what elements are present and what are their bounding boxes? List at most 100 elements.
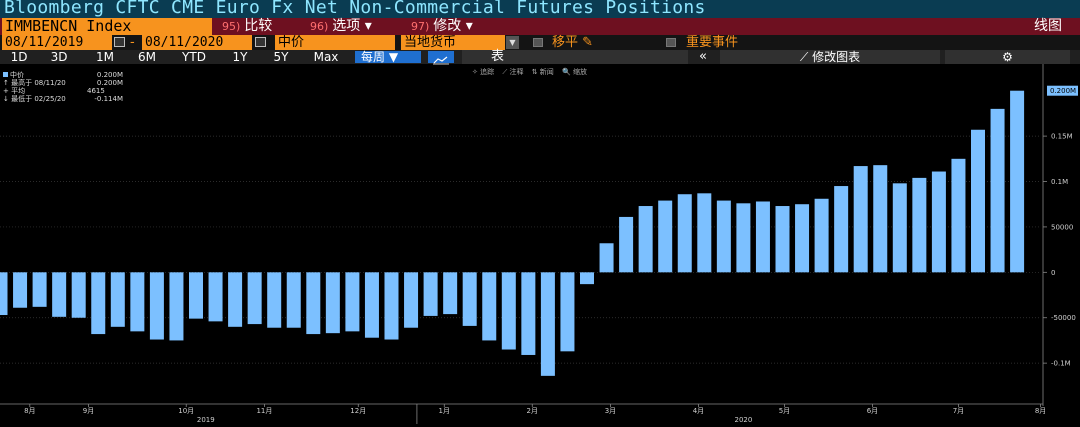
bar[interactable] [853,166,868,273]
bar[interactable] [0,272,8,316]
table-button[interactable]: 表 [462,50,688,64]
period-1m[interactable]: 1M [96,50,114,64]
frequency-select[interactable]: 每周 ▼ [355,51,421,63]
legend-low: ↓ 最低于 02/25/20 -0.114M [3,95,123,103]
x-month-label: 12月 [350,407,366,415]
end-date-input[interactable]: 08/11/2020 [142,35,252,50]
period-6m[interactable]: 6M [138,50,156,64]
legend-avg-label: + 平均 [3,87,26,95]
bar[interactable] [169,272,184,341]
bar[interactable] [580,272,594,285]
x-month-label: 2月 [527,407,538,415]
period-max[interactable]: Max [313,50,339,64]
bar-chart[interactable]: 0.15M 0.1M 50000 0 -50000 -0.1M 0.200M 8月 9月 10月… [0,64,1080,427]
bar[interactable] [599,243,614,273]
bar[interactable] [13,272,28,308]
bar[interactable] [423,272,438,316]
settings-gear-icon[interactable]: ⚙ [945,50,1070,64]
bar[interactable] [697,193,712,273]
period-1y[interactable]: 1Y [232,50,248,64]
bar[interactable] [951,158,966,273]
chart-kind-label[interactable]: 线图 [1034,18,1062,34]
bar[interactable] [52,272,67,317]
bar[interactable] [364,272,379,338]
end-calendar-icon[interactable] [255,37,266,47]
news-tool[interactable]: ⇅ 新闻 [531,68,554,76]
period-5y[interactable]: 5Y [273,50,289,64]
bar[interactable] [208,272,223,322]
bar[interactable] [560,272,575,352]
bar[interactable] [677,194,692,273]
bar[interactable] [931,171,946,273]
bar[interactable] [716,200,731,273]
compare-button[interactable]: 95) 比较 [222,18,272,35]
x-axis: 8月 9月 10月 11月 12月 1月 2月 3月 4月 5月 6月 7月 8月 2019 2020 [0,403,1046,424]
moving-average-text: 移平 [552,35,579,50]
bar[interactable] [32,272,47,307]
bar[interactable] [521,272,536,355]
bar[interactable] [795,204,810,273]
legend-high-value: 0.200M [96,79,123,87]
period-3d[interactable]: 3D [50,50,68,64]
bar[interactable] [306,272,321,335]
bar[interactable] [912,177,927,273]
bar[interactable] [189,272,203,319]
bar[interactable] [345,272,360,332]
bar[interactable] [638,206,653,273]
period-ytd[interactable]: YTD [182,50,206,64]
bar[interactable] [658,200,673,273]
bar[interactable] [286,272,301,328]
bar[interactable] [873,165,888,273]
crosshair-tool[interactable]: ✧ 追踪 [472,68,495,76]
bar[interactable] [834,186,849,273]
y-tick-label: 50000 [1051,223,1073,231]
bar[interactable] [540,272,555,376]
bar[interactable] [501,272,516,350]
bar[interactable] [775,206,790,273]
period-1d[interactable]: 1D [10,50,28,64]
bar[interactable] [267,272,282,328]
price-field-select[interactable]: 中价 [275,35,395,50]
bar[interactable] [110,272,125,327]
ticker-input[interactable]: IMMBENCN Index [2,18,212,35]
bar[interactable] [443,272,458,315]
bar[interactable] [404,272,419,328]
range-bar: 08/11/2019 - 08/11/2020 中价 当地货币 ▼ 移平 ✎ 重… [0,35,1080,50]
edit-chart-button[interactable]: ⟋ 修改图表 [720,50,940,64]
bar[interactable] [892,183,907,273]
bar[interactable] [325,272,340,334]
bar[interactable] [149,272,164,340]
bar[interactable] [755,201,770,273]
bar[interactable] [482,272,497,341]
collapse-icon[interactable]: « [699,49,707,64]
legend-series[interactable]: 中价 0.200M [3,71,123,79]
bar[interactable] [1010,90,1025,273]
currency-dropdown-icon[interactable]: ▼ [506,36,519,49]
x-month-label: 10月 [178,407,194,415]
key-events-checkbox[interactable] [666,38,676,47]
currency-select[interactable]: 当地货币 [401,35,505,50]
annotate-tool[interactable]: ⟋ 注释 [502,68,524,76]
bar[interactable] [971,129,985,273]
edit-button[interactable]: 97) 修改 ▾ [411,18,473,35]
bar[interactable] [462,272,477,326]
bar[interactable] [619,216,634,273]
bar[interactable] [736,203,751,273]
bar[interactable] [91,272,106,335]
bar[interactable] [228,272,243,327]
options-number: 96) [310,20,329,33]
y-tick-label: -50000 [1051,314,1076,322]
zoom-tool[interactable]: 🔍 缩放 [562,68,587,76]
bar[interactable] [130,272,145,332]
bar[interactable] [71,272,86,318]
start-calendar-icon[interactable] [114,37,125,47]
chart-type-button[interactable] [428,51,454,65]
start-date-input[interactable]: 08/11/2019 [2,35,112,50]
bar[interactable] [384,272,399,340]
options-button[interactable]: 96) 选项 ▾ [310,18,372,35]
bar[interactable] [814,198,829,273]
bar[interactable] [247,272,262,325]
moving-average-checkbox[interactable] [533,38,543,47]
pencil-icon[interactable]: ✎ [582,35,594,50]
bar[interactable] [990,108,1005,273]
